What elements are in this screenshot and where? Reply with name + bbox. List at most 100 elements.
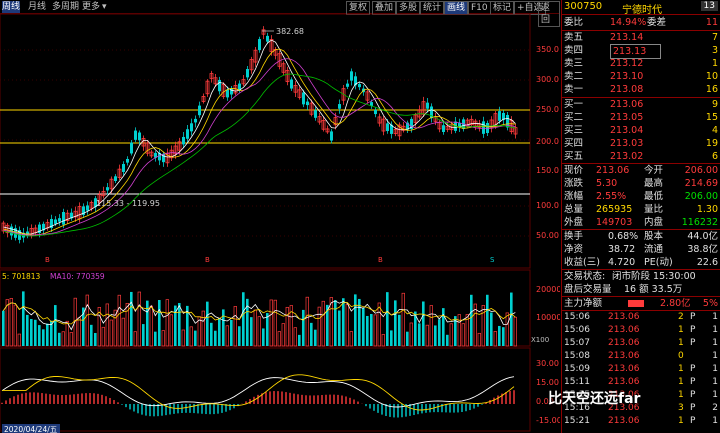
- volume-bar: [225, 325, 229, 347]
- bid-row[interactable]: 买四 213.03 19: [562, 137, 720, 150]
- ask-row[interactable]: 卖二 213.10 10: [562, 70, 720, 83]
- candle-body: [221, 84, 226, 97]
- tick-flag: P: [690, 338, 696, 348]
- ask-row[interactable]: 卖四 213.13 3: [562, 44, 720, 59]
- stat-row: 外盘 149703 内盘 116232: [562, 216, 720, 229]
- fund-label: 换手: [564, 231, 584, 242]
- candle-body: [465, 119, 470, 127]
- stat-value: 206.00: [684, 191, 718, 202]
- candle-body: [269, 39, 274, 53]
- volume-bar: [61, 331, 65, 347]
- volume-bar: [418, 323, 421, 346]
- ask-label: 卖五: [564, 32, 584, 43]
- candle-body: [350, 71, 353, 81]
- mark-button[interactable]: 标记: [490, 1, 515, 15]
- bid-price: 213.06: [610, 99, 644, 110]
- kline-chart[interactable]: 350.0 300.0 250.0 200.0 150.0 100.0 50.0…: [0, 13, 562, 433]
- bid-row[interactable]: 买一 213.06 9: [562, 98, 720, 111]
- chevron-down-icon[interactable]: ▾: [102, 2, 107, 12]
- tick-row: 15:06 213.06 1 P 1: [562, 325, 720, 336]
- fuquan-button[interactable]: 复权: [346, 1, 371, 15]
- f10-button[interactable]: F10: [468, 1, 491, 15]
- candle-body: [241, 79, 246, 85]
- volume-bar: [473, 303, 477, 347]
- candle-body: [365, 91, 370, 101]
- candle-body: [86, 205, 89, 211]
- candle-body: [333, 117, 338, 126]
- tab-weekly[interactable]: 周线: [2, 1, 21, 13]
- bid-row[interactable]: 买二 213.05 15: [562, 111, 720, 124]
- stat-label: 现价: [564, 165, 584, 176]
- bid-volume: 9: [711, 99, 718, 110]
- bid-row[interactable]: 买三 213.04 4: [562, 124, 720, 137]
- volume-bar: [65, 320, 69, 347]
- candle-body: [101, 191, 106, 197]
- candle-body: [145, 142, 150, 154]
- volume-bar: [26, 314, 29, 346]
- candle-body: [458, 123, 461, 128]
- candle-body: [358, 84, 361, 88]
- candle-body: [5, 224, 10, 234]
- candle-body: [201, 96, 206, 102]
- tab-multi-period[interactable]: 多周期: [52, 2, 80, 12]
- fund-value: 22.6: [696, 257, 718, 268]
- volume-bar: [486, 294, 489, 346]
- tab-monthly[interactable]: 月线: [28, 2, 47, 12]
- tick-volume: 1: [678, 338, 684, 348]
- ask-row[interactable]: 卖一 213.08 16: [562, 83, 720, 96]
- trade-status-row: 交易状态: 闭市阶段 15:30:00: [562, 270, 720, 283]
- volume-bar: [85, 294, 89, 347]
- candle-body: [293, 85, 298, 93]
- candle-body: [62, 212, 65, 225]
- fund-label: 股本: [644, 231, 664, 242]
- stat-label: 最高: [644, 178, 664, 189]
- volume-bar: [490, 312, 493, 346]
- draw-line-button[interactable]: 画线: [444, 1, 469, 15]
- volume-bar: [326, 304, 329, 346]
- bid-label: 买三: [564, 125, 584, 136]
- candle-body: [117, 168, 122, 178]
- divider: [562, 296, 720, 297]
- candle-body: [314, 110, 317, 118]
- tick-price: 213.06: [608, 312, 640, 322]
- candle-body: [190, 123, 193, 132]
- price-panel-frame: [0, 13, 531, 269]
- volume-bar: [422, 301, 425, 346]
- candle-body: [249, 59, 254, 71]
- ask-label: 卖二: [564, 71, 584, 82]
- volume-bar: [305, 296, 309, 347]
- tick-count: 1: [712, 416, 718, 426]
- candle-body: [486, 122, 489, 134]
- divider: [562, 229, 720, 230]
- candle-body: [89, 202, 94, 209]
- fund-value: 44.0亿: [687, 231, 718, 242]
- bid-row[interactable]: 买五 213.02 6: [562, 150, 720, 163]
- after-hours-row: 盘后交易量 16 额 33.5万: [562, 283, 720, 296]
- overlay-button[interactable]: 叠加: [372, 1, 397, 15]
- multi-stock-button[interactable]: 多股: [396, 1, 421, 15]
- back-button[interactable]: 返回: [538, 1, 560, 27]
- volume-bar: [201, 310, 205, 347]
- volume-ma-lines: [2, 300, 516, 331]
- bid-volume: 19: [705, 138, 718, 149]
- candle-body: [130, 142, 133, 154]
- candle-body: [513, 127, 518, 135]
- candle-body: [390, 124, 393, 134]
- ask-row[interactable]: 卖三 213.12 1: [562, 57, 720, 70]
- volume-bar: [386, 292, 389, 346]
- volume-bar: [218, 318, 221, 346]
- stat-value: 213.06: [596, 165, 630, 176]
- quote-number-badge[interactable]: 13: [700, 1, 718, 11]
- kline-chart-area[interactable]: 350.0 300.0 250.0 200.0 150.0 100.0 50.0…: [0, 13, 562, 433]
- ask-row[interactable]: 卖五 213.14 7: [562, 31, 720, 44]
- volume-bar: [409, 322, 413, 347]
- volume-bar: [121, 317, 125, 347]
- ask-label: 卖四: [564, 45, 584, 56]
- candle-body: [209, 73, 214, 79]
- volume-bar: [5, 299, 9, 347]
- volume-bar: [358, 298, 361, 346]
- volume-bar: [214, 330, 217, 346]
- stats-button[interactable]: 统计: [420, 1, 445, 15]
- tab-more[interactable]: 更多: [82, 2, 101, 12]
- quote-header: 300750 宁德时代 13: [562, 0, 720, 16]
